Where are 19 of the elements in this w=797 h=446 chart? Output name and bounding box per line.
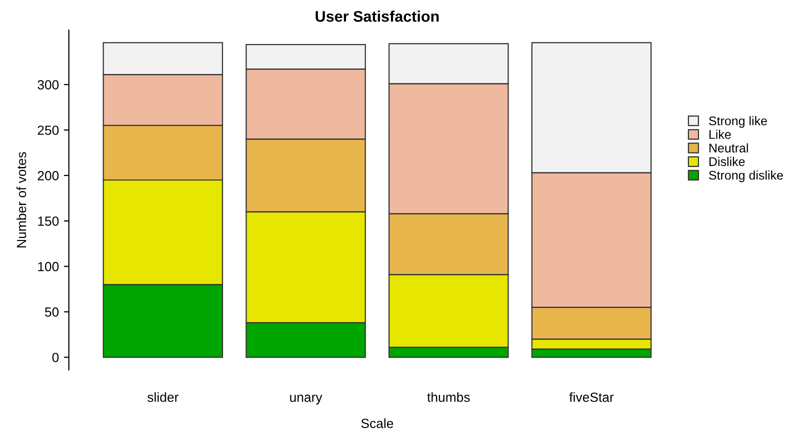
y-tick-label: 250 <box>38 126 59 135</box>
y-tick-label: 0 <box>52 352 59 362</box>
legend-label: Neutral <box>709 143 748 152</box>
x-axis-title: Scale <box>361 418 394 428</box>
y-axis-title: Number of votes <box>16 152 26 248</box>
legend-label: Dislike <box>709 156 745 166</box>
legend-label: Strong like <box>709 116 767 128</box>
y-tick-label: 150 <box>38 216 59 226</box>
y-tick-label: 100 <box>38 262 59 272</box>
x-tick-label: fiveStar <box>569 392 614 402</box>
y-tick-label: 300 <box>38 80 59 90</box>
x-tick-label: slider <box>148 392 178 402</box>
x-tick-label: thumbs <box>427 392 470 402</box>
legend-label: Like <box>709 130 731 139</box>
legend-label: Strong dislike <box>709 170 783 182</box>
x-tick-label: unary <box>290 394 322 405</box>
chart-title: User Satisfaction <box>316 10 439 22</box>
y-tick-label: 200 <box>38 171 59 180</box>
y-tick-label: 50 <box>45 307 59 317</box>
